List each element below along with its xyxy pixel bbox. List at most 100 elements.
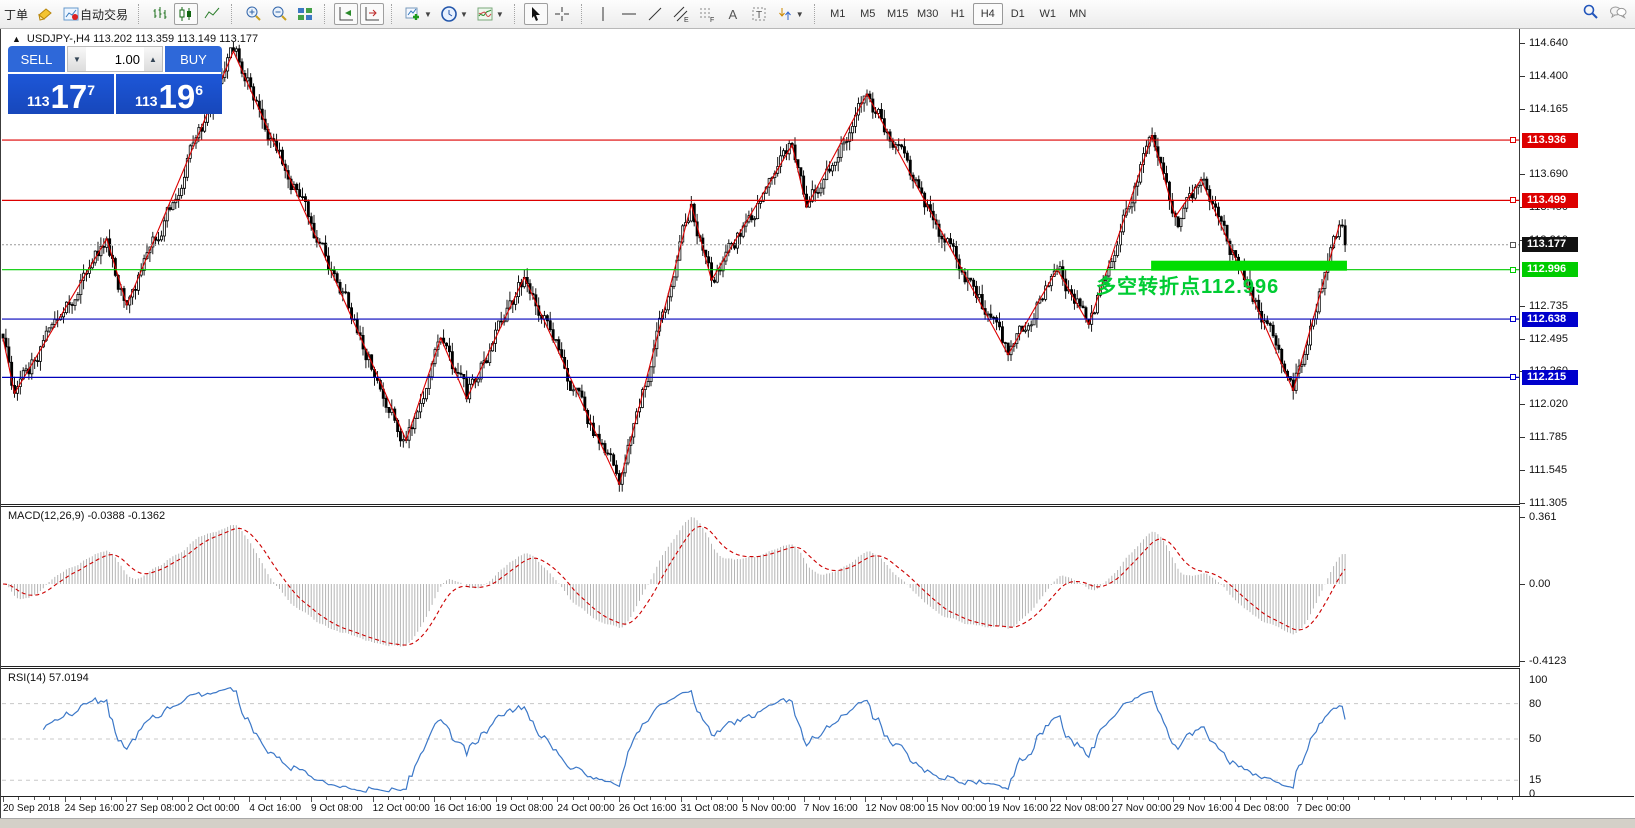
candlestick-chart-button[interactable]	[174, 3, 199, 25]
line-anchor-square[interactable]	[1510, 316, 1516, 323]
pane-separator-rsi[interactable]	[1, 666, 1634, 669]
line-anchor-square[interactable]	[1510, 137, 1516, 144]
time-tick-mark	[572, 797, 574, 800]
time-tick-mark	[110, 797, 112, 800]
indicators-button[interactable]: ▼	[473, 3, 507, 25]
timeframe-button-m30[interactable]: M30	[917, 8, 939, 20]
autotrading-button[interactable]: 自动交易	[59, 3, 131, 25]
brush-icon[interactable]	[33, 3, 57, 25]
timeframe-button-w1[interactable]: W1	[1039, 8, 1056, 20]
text-tool[interactable]: A	[721, 3, 745, 25]
text-label-icon: T	[752, 7, 766, 21]
volume-stepper: ▼ ▲	[67, 46, 163, 72]
price-tick-label: 114.165	[1529, 102, 1568, 115]
toolbar-separator	[138, 4, 143, 24]
sell-button[interactable]: SELL	[8, 46, 65, 72]
volume-decrease-button[interactable]: ▼	[68, 47, 86, 71]
timeframe-button-mn[interactable]: MN	[1069, 8, 1087, 20]
line-anchor-square[interactable]	[1510, 266, 1516, 273]
time-tick-mark	[141, 797, 143, 800]
rsi-pane[interactable]	[1, 668, 1634, 796]
time-tick-mark	[696, 797, 697, 800]
time-tick-major	[927, 797, 928, 802]
pane-separator-macd[interactable]	[1, 504, 1634, 507]
chart-shift-button[interactable]	[360, 3, 385, 25]
time-tick-major	[557, 797, 559, 802]
price-tick-mark	[1520, 404, 1525, 406]
time-tick-major	[988, 797, 990, 802]
macd-tick-label: -0.4123	[1529, 654, 1567, 667]
price-tick-mark	[1520, 76, 1525, 78]
tile-windows-icon	[298, 8, 313, 20]
time-tick-mark	[1419, 797, 1421, 800]
time-tick-mark	[942, 797, 944, 800]
trendline-tool[interactable]	[643, 3, 667, 25]
line-anchor-square[interactable]	[1510, 197, 1516, 204]
zoom-in-button[interactable]	[241, 3, 265, 25]
time-tick-mark	[711, 797, 713, 800]
time-tick-mark	[542, 797, 543, 800]
time-axis-label: 20 Sep 2018	[3, 803, 60, 814]
macd-tick-mark	[1520, 660, 1525, 662]
time-tick-major	[1050, 797, 1052, 802]
volume-increase-button[interactable]: ▲	[144, 47, 162, 71]
periods-button[interactable]: ▼	[437, 3, 471, 25]
vertical-line-tool[interactable]	[591, 3, 615, 25]
time-tick-mark	[357, 797, 359, 800]
timeframe-button-h1[interactable]: H1	[950, 8, 965, 20]
time-tick-mark	[773, 797, 774, 800]
zoom-out-button[interactable]	[267, 3, 291, 25]
search-icon[interactable]	[1581, 3, 1599, 21]
auto-scroll-button[interactable]	[334, 3, 359, 25]
collapse-panel-icon[interactable]: ▲	[12, 34, 21, 44]
chat-icon[interactable]	[1609, 3, 1627, 21]
toolbar-separator	[391, 4, 396, 24]
new-order-button[interactable]: 丁单	[1, 3, 31, 25]
horizontal-line-tool[interactable]	[617, 3, 641, 25]
timeframe-button-h4[interactable]: H4	[972, 3, 1003, 25]
equidistant-channel-tool[interactable]: E	[669, 3, 693, 25]
macd-pane[interactable]	[1, 506, 1634, 668]
bar-chart-button[interactable]	[148, 3, 172, 25]
timeframe-button-m5[interactable]: M5	[860, 8, 876, 20]
time-axis[interactable]: 20 Sep 2018 24 Sep 16:00 27 Sep 08:00 2 Oct…	[1, 796, 1634, 818]
time-tick-mark	[295, 797, 297, 800]
line-anchor-square[interactable]	[1510, 241, 1516, 248]
crosshair-tool-button[interactable]	[550, 3, 574, 25]
price-axis[interactable]: 114.640114.400114.165113.690113.450113.2…	[1520, 28, 1634, 800]
time-tick-mark	[418, 797, 420, 800]
time-tick-mark	[1250, 797, 1252, 800]
main-chart-pane[interactable]	[1, 28, 1634, 506]
time-tick-major	[1111, 797, 1113, 802]
time-tick-mark	[634, 797, 636, 800]
tile-windows-button[interactable]	[293, 3, 317, 25]
cursor-icon	[531, 7, 540, 21]
zoom-out-icon	[272, 6, 287, 21]
line-anchor-square[interactable]	[1510, 374, 1516, 381]
time-tick-mark	[1435, 797, 1437, 800]
toolbar-separator	[813, 4, 819, 24]
volume-input[interactable]	[86, 47, 144, 71]
toolbar: 丁单 自动交易	[0, 0, 1635, 29]
timeframe-button-m15[interactable]: M15	[887, 8, 909, 20]
time-tick-mark	[388, 797, 389, 800]
fibonacci-tool[interactable]: F	[695, 3, 719, 25]
time-axis-label: 15 Nov 00:00	[927, 803, 987, 814]
time-tick-mark	[1127, 797, 1129, 800]
cursor-tool-button[interactable]	[523, 3, 548, 25]
time-tick-mark	[465, 797, 466, 800]
time-tick-mark	[264, 797, 266, 800]
new-chart-button[interactable]: ▼	[401, 3, 435, 25]
price-line-tag: 113.177	[1522, 237, 1578, 253]
buy-button[interactable]: BUY	[165, 46, 222, 72]
symbol-ohlc-bar[interactable]: ▲ USDJPY-,H4 113.202 113.359 113.149 113.…	[12, 33, 258, 45]
time-tick-mark	[480, 797, 482, 800]
sell-price-box[interactable]: 113 17 7	[8, 74, 114, 114]
timeframe-button-m1[interactable]: M1	[830, 8, 846, 20]
buy-price-box[interactable]: 113 19 6	[116, 74, 222, 114]
arrows-tool[interactable]: ▼	[773, 3, 807, 25]
time-tick-mark	[1219, 797, 1221, 800]
timeframe-button-d1[interactable]: D1	[1010, 8, 1025, 20]
text-label-tool[interactable]: T	[747, 3, 771, 25]
line-chart-button[interactable]	[200, 3, 224, 25]
